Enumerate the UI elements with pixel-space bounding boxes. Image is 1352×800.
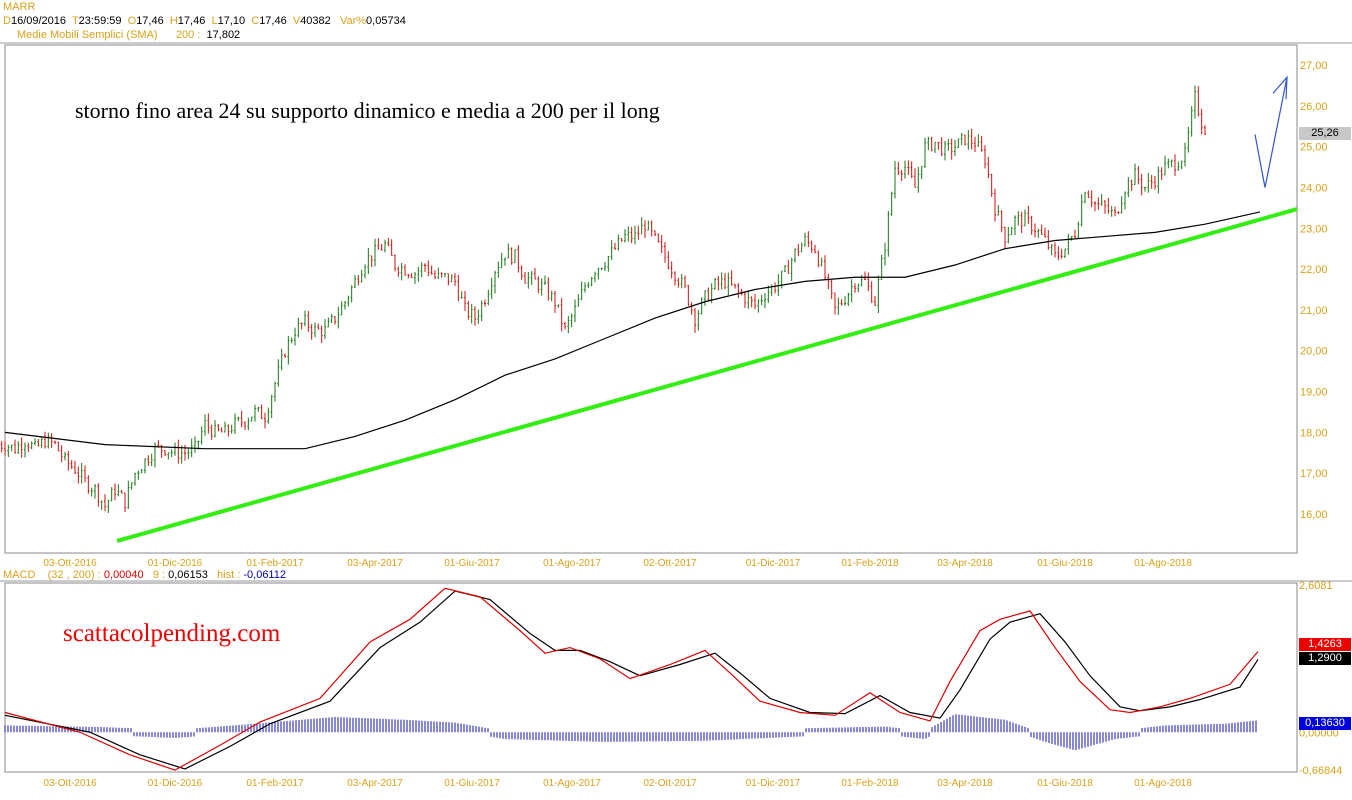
price-axis-tick: 27,00 bbox=[1300, 60, 1328, 72]
macd-panel-frame bbox=[4, 582, 1298, 773]
date-axis-tick: 01-Giu-2018 bbox=[1037, 558, 1093, 569]
forecast-arrow bbox=[1254, 77, 1288, 188]
macd-axis-tick: 2,6081 bbox=[1299, 580, 1333, 592]
sma-legend: Medie Mobili Semplici (SMA) 200 : 17,802 bbox=[17, 29, 241, 41]
price-axis-tick: 26,00 bbox=[1300, 101, 1328, 113]
price-axis-tick: 23,00 bbox=[1300, 223, 1328, 235]
date-axis-tick: 01-Dic-2017 bbox=[746, 778, 801, 789]
price-axis-tick: 25,00 bbox=[1300, 142, 1328, 154]
date-axis-tick: 01-Giu-2018 bbox=[1037, 778, 1093, 789]
last-price-badge: 25,26 bbox=[1299, 127, 1351, 140]
macd-axis-tick: -0,66844 bbox=[1299, 765, 1342, 777]
price-axis-tick: 20,00 bbox=[1300, 346, 1328, 358]
price-axis-tick: 24,00 bbox=[1300, 182, 1328, 194]
date-axis-tick: 03-Apr-2017 bbox=[347, 778, 403, 789]
date-axis-tick: 01-Dic-2016 bbox=[148, 558, 203, 569]
date-axis-tick: 03-Ott-2016 bbox=[43, 558, 97, 569]
date-axis-tick: 03-Apr-2018 bbox=[937, 778, 993, 789]
date-axis-tick: 01-Ago-2017 bbox=[543, 558, 601, 569]
symbol-title: MARR bbox=[3, 1, 36, 13]
price-axis-tick: 19,00 bbox=[1300, 387, 1328, 399]
signal-value-badge: 1,2900 bbox=[1299, 652, 1351, 665]
watermark-text: scattacolpending.com bbox=[63, 620, 281, 647]
date-axis-tick: 01-Feb-2017 bbox=[246, 558, 304, 569]
macd-signal-line bbox=[4, 590, 1259, 770]
date-axis-tick: 01-Dic-2016 bbox=[148, 778, 203, 789]
price-axis-tick: 18,00 bbox=[1300, 427, 1328, 439]
date-axis-tick: 01-Giu-2017 bbox=[444, 778, 500, 789]
price-axis-tick: 17,00 bbox=[1300, 468, 1328, 480]
date-axis-tick: 01-Ago-2018 bbox=[1134, 558, 1192, 569]
price-axis-tick: 21,00 bbox=[1300, 305, 1328, 317]
macd-value-badge: 1,4263 bbox=[1299, 638, 1351, 651]
date-axis-tick: 01-Ago-2017 bbox=[543, 778, 601, 789]
date-axis-tick: 01-Feb-2018 bbox=[841, 558, 899, 569]
forecast-arrow-head bbox=[1272, 75, 1288, 100]
date-axis-tick: 02-Ott-2017 bbox=[643, 558, 697, 569]
date-axis-tick: 01-Feb-2018 bbox=[841, 778, 899, 789]
price-axis-tick: 22,00 bbox=[1300, 264, 1328, 276]
price-panel-frame bbox=[4, 44, 1298, 554]
date-axis-tick: 01-Giu-2017 bbox=[444, 558, 500, 569]
date-axis-tick: 01-Dic-2017 bbox=[746, 558, 801, 569]
date-axis-tick: 03-Apr-2017 bbox=[347, 558, 403, 569]
sma200-line bbox=[4, 211, 1261, 450]
price-axis-tick: 16,00 bbox=[1300, 509, 1328, 521]
macd-axis-tick: 0,00000 bbox=[1299, 727, 1339, 739]
ohlc-readout: D16/09/2016 T23:59:59 O17,46 H17,46 L17,… bbox=[3, 15, 406, 27]
macd-line bbox=[4, 587, 1259, 771]
date-axis-tick: 01-Feb-2017 bbox=[246, 778, 304, 789]
date-axis-tick: 03-Ott-2016 bbox=[43, 778, 97, 789]
hist-value-badge: 0,13630 bbox=[1299, 717, 1351, 730]
date-axis-tick: 01-Ago-2018 bbox=[1134, 778, 1192, 789]
date-axis-tick: 03-Apr-2018 bbox=[937, 558, 993, 569]
support-trendline bbox=[116, 207, 1298, 543]
macd-legend: MACD (32 , 200) : 0,00040 9 : 0,06153 hi… bbox=[3, 569, 286, 581]
date-axis-tick: 02-Ott-2017 bbox=[643, 778, 697, 789]
annotation-text: storno fino area 24 su supporto dinamico… bbox=[75, 98, 660, 123]
